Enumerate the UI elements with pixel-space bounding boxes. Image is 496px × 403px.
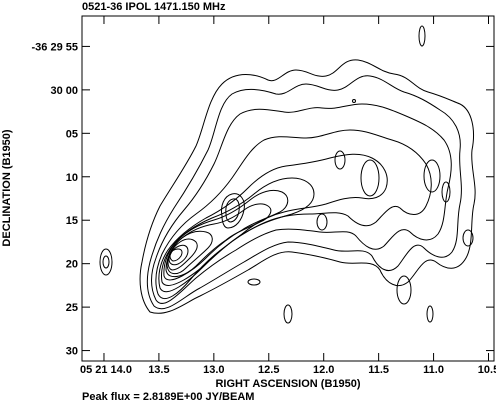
chart-title: 0521-36 IPOL 1471.150 MHz bbox=[82, 1, 226, 13]
y-tick-label: 30 00 bbox=[50, 85, 78, 97]
x-axis-ticks: 05 21 14.0 13.5 13.0 12.5 12.0 11.5 11.0 10.5 bbox=[80, 16, 496, 376]
contour-outer bbox=[139, 59, 476, 314]
y-tick-label: 30 bbox=[66, 346, 78, 358]
y-axis-ticks: -36 29 55 30 00 05 10 15 20 25 30 bbox=[32, 41, 494, 358]
contour-11 bbox=[168, 244, 189, 266]
blob-south-2 bbox=[316, 213, 328, 231]
contour-12 bbox=[169, 248, 183, 262]
x-tick-label: 10.5 bbox=[478, 364, 496, 376]
y-tick-label: 05 bbox=[66, 128, 78, 140]
blob-mid-3 bbox=[423, 159, 441, 193]
blob-east-2 bbox=[462, 229, 474, 247]
contour-2 bbox=[146, 75, 462, 310]
contour-lines bbox=[99, 25, 476, 324]
x-tick-label: 12.5 bbox=[258, 364, 279, 376]
x-tick-label: 05 21 14.0 bbox=[80, 364, 132, 376]
blob-mid-4 bbox=[441, 181, 451, 203]
compact-component-southeast bbox=[426, 305, 434, 323]
contour-7 bbox=[163, 189, 289, 281]
compact-component-west bbox=[99, 248, 113, 276]
peak-flux-footer: Peak flux = 2.8189E+00 JY/BEAM bbox=[82, 391, 254, 403]
x-tick-label: 11.5 bbox=[368, 364, 389, 376]
contour-5 bbox=[158, 153, 388, 293]
blob-tiny bbox=[352, 99, 356, 103]
contour-3 bbox=[151, 103, 452, 304]
contour-9 bbox=[166, 230, 213, 275]
compact-component-west-core bbox=[102, 255, 110, 269]
x-tick-label: 12.0 bbox=[313, 364, 334, 376]
blob-mid-1 bbox=[334, 150, 346, 170]
blob-east-1 bbox=[396, 275, 412, 305]
blob-mid-2 bbox=[360, 159, 380, 197]
blob-south-1 bbox=[247, 278, 261, 286]
x-axis-label: RIGHT ASCENSION (B1950) bbox=[215, 378, 360, 390]
y-axis-label: DECLINATION (B1950) bbox=[1, 129, 13, 246]
contour-secondary-2 bbox=[225, 198, 240, 223]
x-tick-label: 11.0 bbox=[423, 364, 444, 376]
compact-component-north bbox=[418, 25, 426, 47]
contour-8 bbox=[165, 203, 272, 278]
compact-component-south bbox=[283, 304, 293, 324]
y-tick-label: 15 bbox=[66, 215, 78, 227]
x-tick-label: 13.0 bbox=[203, 364, 224, 376]
y-tick-label: 25 bbox=[66, 302, 78, 314]
y-tick-label: -36 29 55 bbox=[32, 41, 78, 53]
contour-secondary-1 bbox=[221, 193, 245, 229]
x-tick-label: 13.5 bbox=[148, 364, 169, 376]
plot-frame bbox=[81, 15, 495, 362]
contour-6 bbox=[161, 177, 315, 286]
y-tick-label: 10 bbox=[66, 172, 78, 184]
y-tick-label: 20 bbox=[66, 259, 78, 271]
contour-10 bbox=[167, 238, 198, 271]
